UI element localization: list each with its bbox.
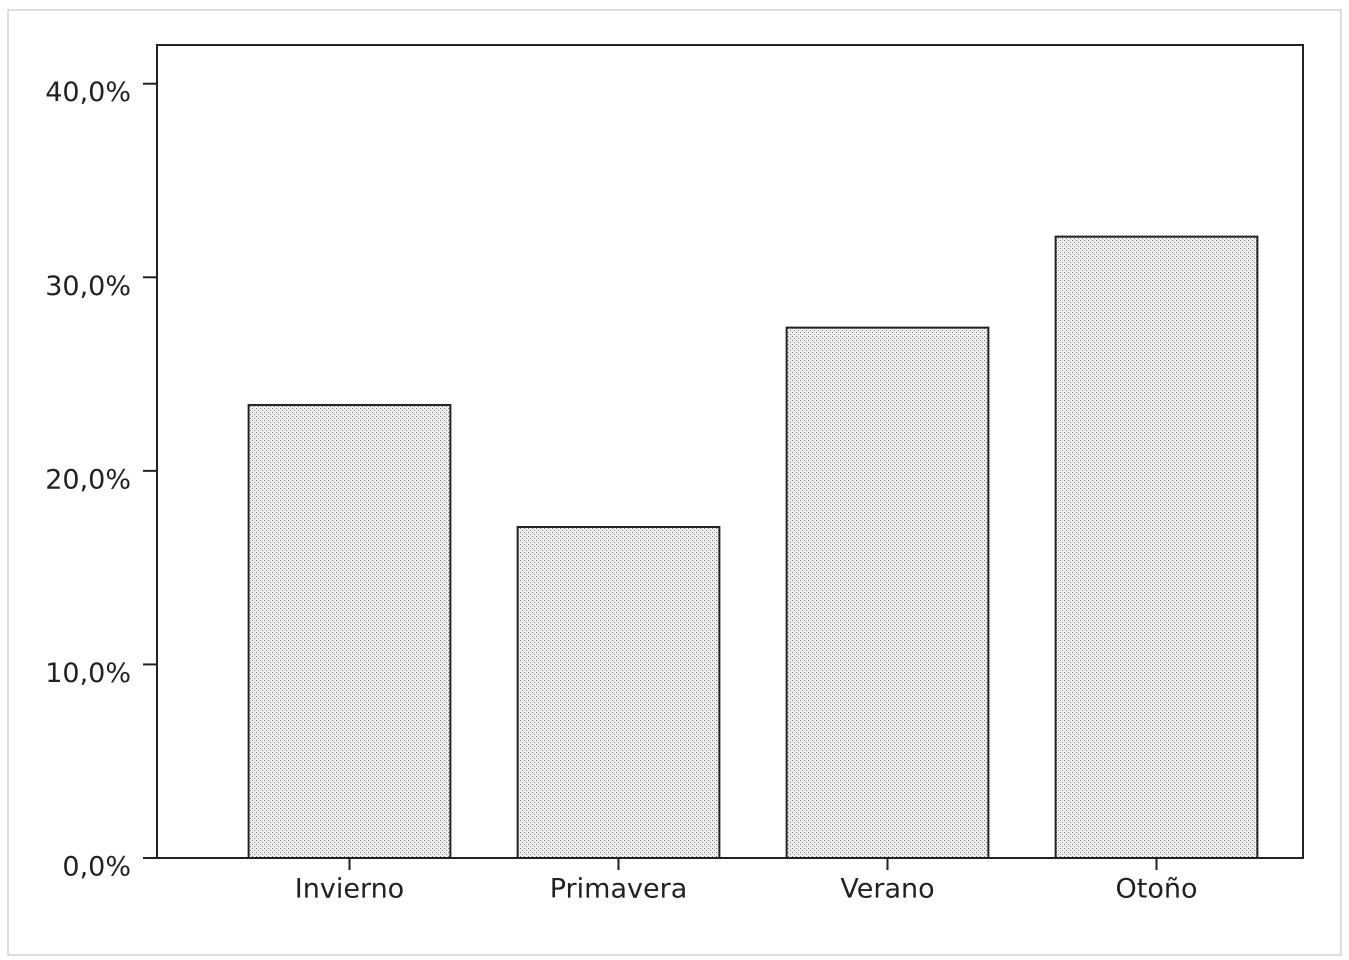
y-tick-label: 0,0% <box>62 852 131 883</box>
bar <box>1054 235 1259 859</box>
y-tick-label: 20,0% <box>45 464 131 495</box>
page-border <box>7 9 1342 956</box>
bar <box>785 326 990 860</box>
y-tick-label: 10,0% <box>45 658 131 689</box>
y-tick-label: 40,0% <box>45 77 131 108</box>
y-tick-label: 30,0% <box>45 271 131 302</box>
x-tick-label: Otoño <box>1116 874 1198 905</box>
bar <box>247 404 452 859</box>
x-tick-label: Invierno <box>295 874 404 905</box>
bar <box>516 525 721 859</box>
x-tick-label: Primavera <box>550 874 688 905</box>
x-tick-label: Verano <box>840 874 934 905</box>
plot-frame <box>156 44 1304 859</box>
